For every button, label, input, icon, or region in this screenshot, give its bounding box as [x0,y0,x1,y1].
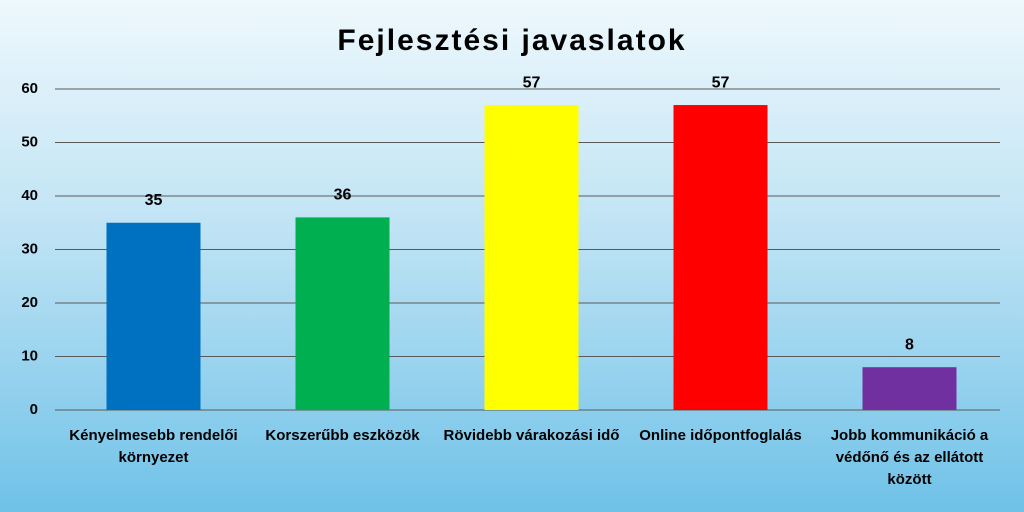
y-tick-label: 10 [21,347,38,364]
bar [862,367,957,410]
y-tick-label: 40 [21,187,38,204]
x-tick-label: Online időpontfoglalás [639,427,802,444]
bar [673,105,768,411]
y-tick-label: 20 [21,294,38,311]
y-tick-label: 50 [21,133,38,150]
y-tick-label: 0 [30,401,38,418]
chart-title: Fejlesztési javaslatok [337,24,686,57]
bar [106,222,201,410]
data-label: 57 [712,74,730,91]
x-tick-label: Kényelmesebb rendelői környezet [69,427,238,466]
y-tick-label: 60 [21,80,38,97]
data-label: 35 [145,192,163,209]
x-tick-label: Korszerűbb eszközök [265,427,420,444]
x-tick-label: Rövidebb várakozási idő [443,427,620,444]
data-label: 36 [334,187,352,204]
data-label: 57 [523,74,541,91]
x-tick-label: Jobb kommunikáció a védőnő és az ellátot… [830,427,989,488]
y-tick-label: 30 [21,240,38,257]
bar [295,217,390,410]
data-label: 8 [905,336,914,353]
bar [484,105,579,411]
